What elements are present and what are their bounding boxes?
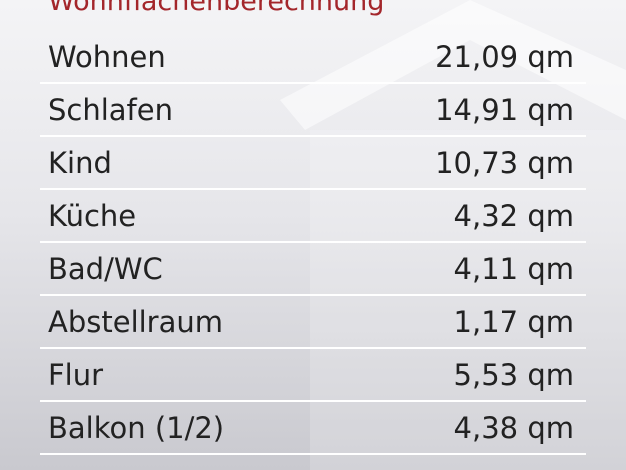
table-row: Bad/WC 4,11 qm	[40, 244, 586, 296]
room-area: 4,38 qm	[453, 411, 574, 445]
room-area: 10,73 qm	[435, 146, 574, 180]
room-area: 14,91 qm	[435, 93, 574, 127]
table-row: Küche 4,32 qm	[40, 191, 586, 243]
room-area: 4,11 qm	[453, 252, 574, 286]
table-row: Wohnen 21,09 qm	[40, 32, 586, 84]
room-name: Kind	[48, 146, 112, 180]
room-area: 21,09 qm	[435, 40, 574, 74]
table-row: Kind 10,73 qm	[40, 138, 586, 190]
room-name: Flur	[48, 358, 104, 392]
room-area: 1,17 qm	[453, 305, 574, 339]
room-name: Wohnen	[48, 40, 166, 74]
table-row: Abstellraum 1,17 qm	[40, 297, 586, 349]
room-name: Abstellraum	[48, 305, 224, 339]
room-name: Küche	[48, 199, 137, 233]
table-row: Schlafen 14,91 qm	[40, 85, 586, 137]
room-name: Bad/WC	[48, 252, 163, 286]
table-row: Balkon (1/2) 4,38 qm	[40, 403, 586, 455]
table-row: Flur 5,53 qm	[40, 350, 586, 402]
room-name: Schlafen	[48, 93, 173, 127]
room-area: 5,53 qm	[453, 358, 574, 392]
room-area: 4,32 qm	[453, 199, 574, 233]
room-name: Balkon (1/2)	[48, 411, 225, 445]
title: Wohnflächenberechnung	[48, 0, 385, 17]
